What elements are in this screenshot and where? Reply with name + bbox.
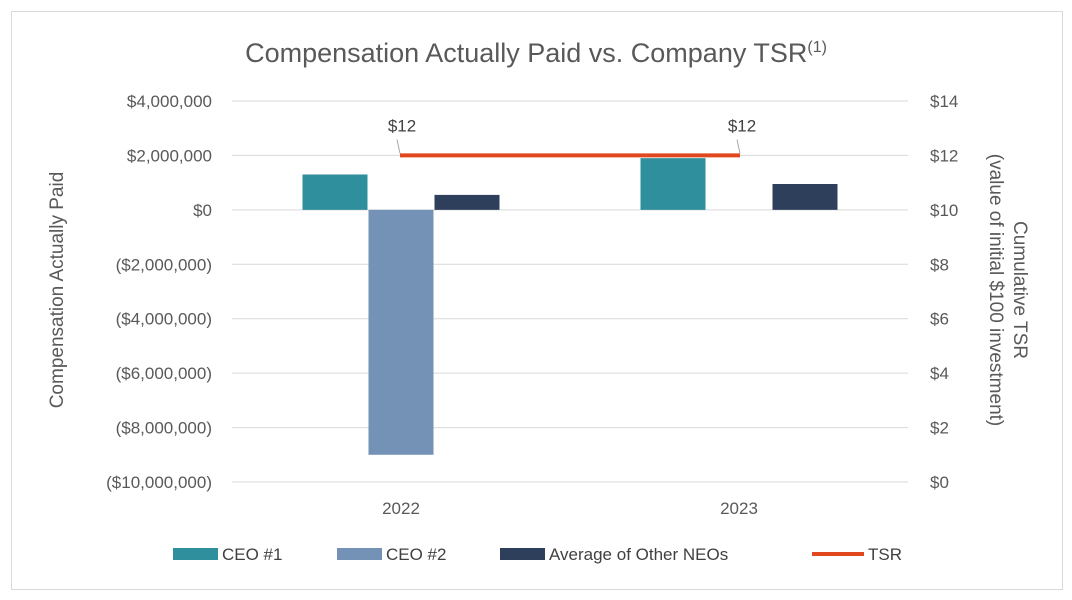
- right-tick-label: $6: [930, 310, 949, 329]
- right-tick-label: $4: [930, 364, 949, 383]
- chart-title: Compensation Actually Paid vs. Company T…: [245, 38, 827, 68]
- left-tick-label: ($6,000,000): [116, 364, 212, 383]
- chart-frame: [11, 11, 1063, 590]
- left-tick-label: ($4,000,000): [116, 310, 212, 329]
- bar-average-of-other-neos-2023: [772, 184, 838, 210]
- right-tick-label: $0: [930, 473, 949, 492]
- left-tick-label: ($10,000,000): [106, 473, 212, 492]
- legend-label-ceo-1: CEO #1: [222, 545, 282, 564]
- right-tick-label: $12: [930, 146, 958, 165]
- legend-swatch-ceo-1: [173, 548, 218, 560]
- right-axis-title-line2: (value of initial $100 investment): [985, 154, 1006, 426]
- right-axis-title-line1: Cumulative TSR: [1009, 221, 1030, 359]
- legend-swatch-ceo-2: [337, 548, 382, 560]
- right-tick-label: $2: [930, 419, 949, 438]
- tsr-label-leader: [736, 139, 741, 154]
- left-tick-label: $2,000,000: [127, 146, 212, 165]
- bars: [302, 158, 838, 455]
- tsr-label-leader: [396, 139, 401, 154]
- tsr-line-layer: $12 $12: [388, 116, 756, 158]
- legend-label-tsr: TSR: [868, 545, 902, 564]
- right-axis-ticks: $14 $12 $10 $8 $6 $4 $2 $0: [930, 92, 958, 492]
- legend-label-ceo-2: CEO #2: [386, 545, 446, 564]
- left-tick-label: $4,000,000: [127, 92, 212, 111]
- tsr-data-label: $12: [728, 116, 756, 135]
- x-tick-label: 2023: [720, 499, 758, 518]
- chart-title-text: Compensation Actually Paid vs. Company T…: [245, 38, 807, 68]
- bar-ceo-2-2022: [368, 209, 434, 455]
- right-tick-label: $10: [930, 201, 958, 220]
- bar-ceo-1-2022: [302, 174, 368, 210]
- x-tick-label: 2022: [382, 499, 420, 518]
- right-tick-label: $14: [930, 92, 958, 111]
- left-axis-ticks: $4,000,000 $2,000,000 $0 ($2,000,000) ($4,00…: [106, 92, 212, 492]
- x-axis-ticks: 2022 2023: [382, 499, 758, 518]
- left-tick-label: ($2,000,000): [116, 255, 212, 274]
- tsr-data-label: $12: [388, 116, 416, 135]
- legend-swatch-average-of-other-neos: [500, 548, 545, 560]
- gridlines: [232, 100, 908, 483]
- legend-label-average-of-other-neos: Average of Other NEOs: [549, 545, 728, 564]
- chart-title-superscript: (1): [807, 39, 827, 56]
- right-tick-label: $8: [930, 255, 949, 274]
- bar-average-of-other-neos-2022: [434, 194, 500, 210]
- left-tick-label: $0: [193, 201, 212, 220]
- left-tick-label: ($8,000,000): [116, 419, 212, 438]
- bar-ceo-1-2023: [640, 158, 706, 210]
- legend: CEO #1 CEO #2 Average of Other NEOs TSR: [173, 545, 902, 564]
- left-axis-title: Compensation Actually Paid: [47, 172, 68, 409]
